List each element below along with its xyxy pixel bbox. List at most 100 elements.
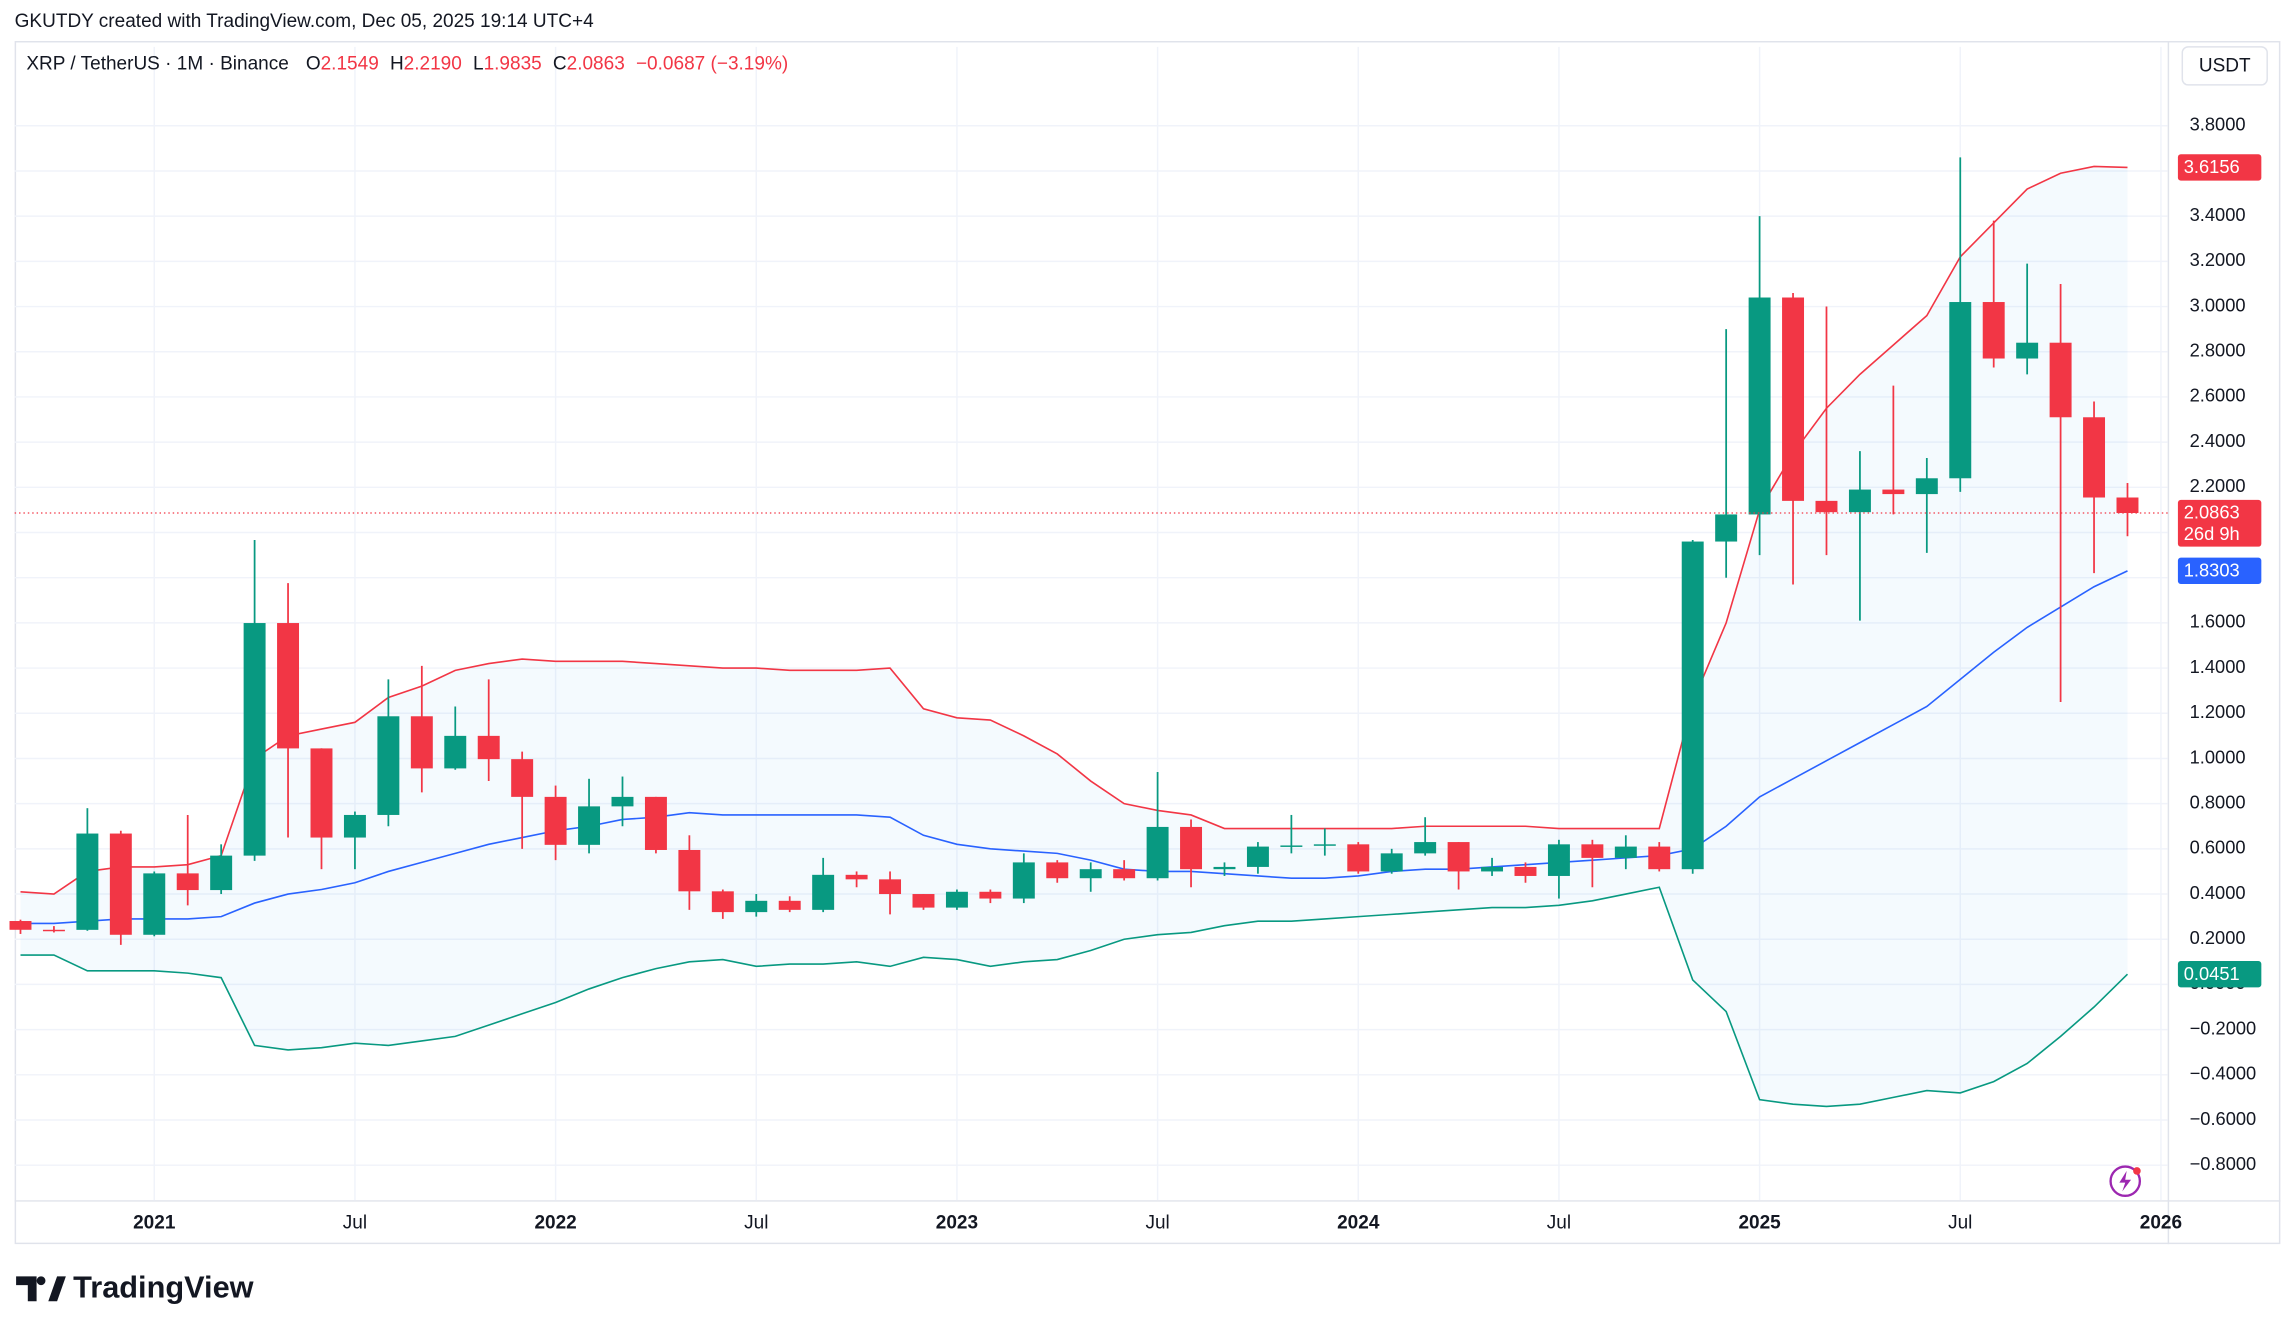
plot-area xyxy=(9,157,2168,1108)
candle-body xyxy=(1481,866,1504,872)
candle-body xyxy=(76,833,99,930)
candle-body xyxy=(1347,844,1370,872)
y-tick-label: 0.4000 xyxy=(2190,882,2246,903)
candle-body xyxy=(1882,489,1905,495)
candle-body xyxy=(511,759,534,797)
candle-body xyxy=(1313,844,1336,846)
candle-body xyxy=(277,623,300,749)
snapshot-icon[interactable] xyxy=(2109,1165,2142,1197)
x-tick-label: Jul xyxy=(1948,1213,1972,1234)
icon-ring[interactable] xyxy=(2109,1165,2142,1197)
y-tick-label: −0.8000 xyxy=(2190,1153,2257,1174)
candle-body xyxy=(879,879,902,895)
candle-body xyxy=(1514,866,1537,876)
legend-low: 1.9835 xyxy=(484,53,542,74)
candle-body xyxy=(544,796,567,845)
candle-body xyxy=(1648,846,1671,870)
candle-body xyxy=(343,814,366,838)
y-tick-label: 1.2000 xyxy=(2190,701,2246,722)
price-badge-label: 2.0863 xyxy=(2184,502,2240,523)
candle-body xyxy=(979,891,1002,899)
candle-body xyxy=(1012,862,1035,899)
icon-bolt[interactable] xyxy=(2119,1170,2132,1192)
candle-body xyxy=(678,849,701,892)
band-line xyxy=(20,570,2128,925)
x-tick-label: 2022 xyxy=(534,1213,576,1234)
candle-body xyxy=(2016,342,2039,359)
icon-dot xyxy=(2133,1167,2141,1175)
y-tick-label: 1.6000 xyxy=(2190,611,2246,632)
candle-body xyxy=(243,623,266,856)
candle-body xyxy=(1581,844,1604,858)
legend-title: XRP / TetherUS · 1M · Binance xyxy=(26,53,288,74)
price-badge xyxy=(2177,154,2262,181)
x-tick-label: Jul xyxy=(1547,1213,1571,1234)
y-tick-label: 1.4000 xyxy=(2190,656,2246,677)
candle-body xyxy=(410,716,433,769)
y-tick-label: 2.8000 xyxy=(2190,340,2246,361)
candle-body xyxy=(2083,417,2106,498)
currency-button[interactable]: USDT xyxy=(2181,46,2268,86)
footer-text: TradingView xyxy=(73,1270,253,1305)
x-tick-label: 2025 xyxy=(1738,1213,1781,1234)
candle-body xyxy=(1113,869,1136,879)
y-tick-label: 0.8000 xyxy=(2190,791,2246,812)
y-tick-label: 0.2000 xyxy=(2190,927,2246,948)
candle-body xyxy=(1447,842,1470,872)
candle-body xyxy=(1681,541,1704,870)
candle-body xyxy=(477,735,500,760)
candle-body xyxy=(444,735,467,769)
y-tick-label: 3.8000 xyxy=(2190,114,2246,135)
price-badge xyxy=(2177,499,2262,547)
currency-button-label[interactable]: USDT xyxy=(2199,56,2251,77)
candle-body xyxy=(1547,844,1570,876)
candle-body xyxy=(1180,826,1203,870)
chart-frame xyxy=(14,40,2281,1245)
candle-body xyxy=(1815,500,1838,513)
price-badge-label: 1.8303 xyxy=(2184,559,2240,580)
candle-body xyxy=(778,900,801,910)
candle-body xyxy=(578,806,601,845)
price-badge xyxy=(2177,557,2262,585)
candle-body xyxy=(611,796,634,807)
price-badge-label: 3.6156 xyxy=(2184,156,2240,177)
candle-body xyxy=(1414,842,1437,854)
candle-body xyxy=(945,891,968,908)
candle-body xyxy=(310,748,333,838)
legend-close: 2.0863 xyxy=(567,53,625,74)
x-tick-label: Jul xyxy=(343,1213,367,1234)
y-tick-label: 0.6000 xyxy=(2190,837,2246,858)
axes: 3.80003.60003.40003.20003.00002.80002.60… xyxy=(133,114,2262,1234)
price-badge xyxy=(2177,961,2262,988)
candle-body xyxy=(1146,826,1169,879)
y-tick-label: 2.6000 xyxy=(2190,385,2246,406)
footer-logo: TradingView xyxy=(16,1270,254,1305)
candle-body xyxy=(109,833,132,935)
x-tick-label: 2021 xyxy=(133,1213,176,1234)
candle-body xyxy=(1782,297,1805,501)
candle-body xyxy=(912,894,935,908)
candle-body xyxy=(1748,297,1771,515)
candle-body xyxy=(644,796,667,850)
legend-key: O xyxy=(306,53,321,74)
candle-body xyxy=(1949,302,1972,479)
x-tick-label: 2024 xyxy=(1337,1213,1380,1234)
y-tick-label: 2.4000 xyxy=(2190,430,2246,451)
legend-open: 2.1549 xyxy=(321,53,379,74)
x-tick-label: Jul xyxy=(744,1213,768,1234)
candle-body xyxy=(812,874,835,910)
candle-body xyxy=(1848,489,1871,513)
y-tick-label: −0.4000 xyxy=(2190,1063,2257,1084)
grid xyxy=(14,46,2168,1201)
currency-button-box[interactable] xyxy=(2181,46,2268,86)
candle-body xyxy=(1715,514,1738,542)
candle-body xyxy=(9,921,32,930)
candle-body xyxy=(1079,869,1102,879)
header: GKUTDY created with TradingView.com, Dec… xyxy=(15,11,594,32)
candle-body xyxy=(210,855,233,891)
y-tick-label: 3.2000 xyxy=(2190,249,2246,270)
candle-body xyxy=(1915,478,1938,495)
candle-body xyxy=(1380,853,1403,872)
